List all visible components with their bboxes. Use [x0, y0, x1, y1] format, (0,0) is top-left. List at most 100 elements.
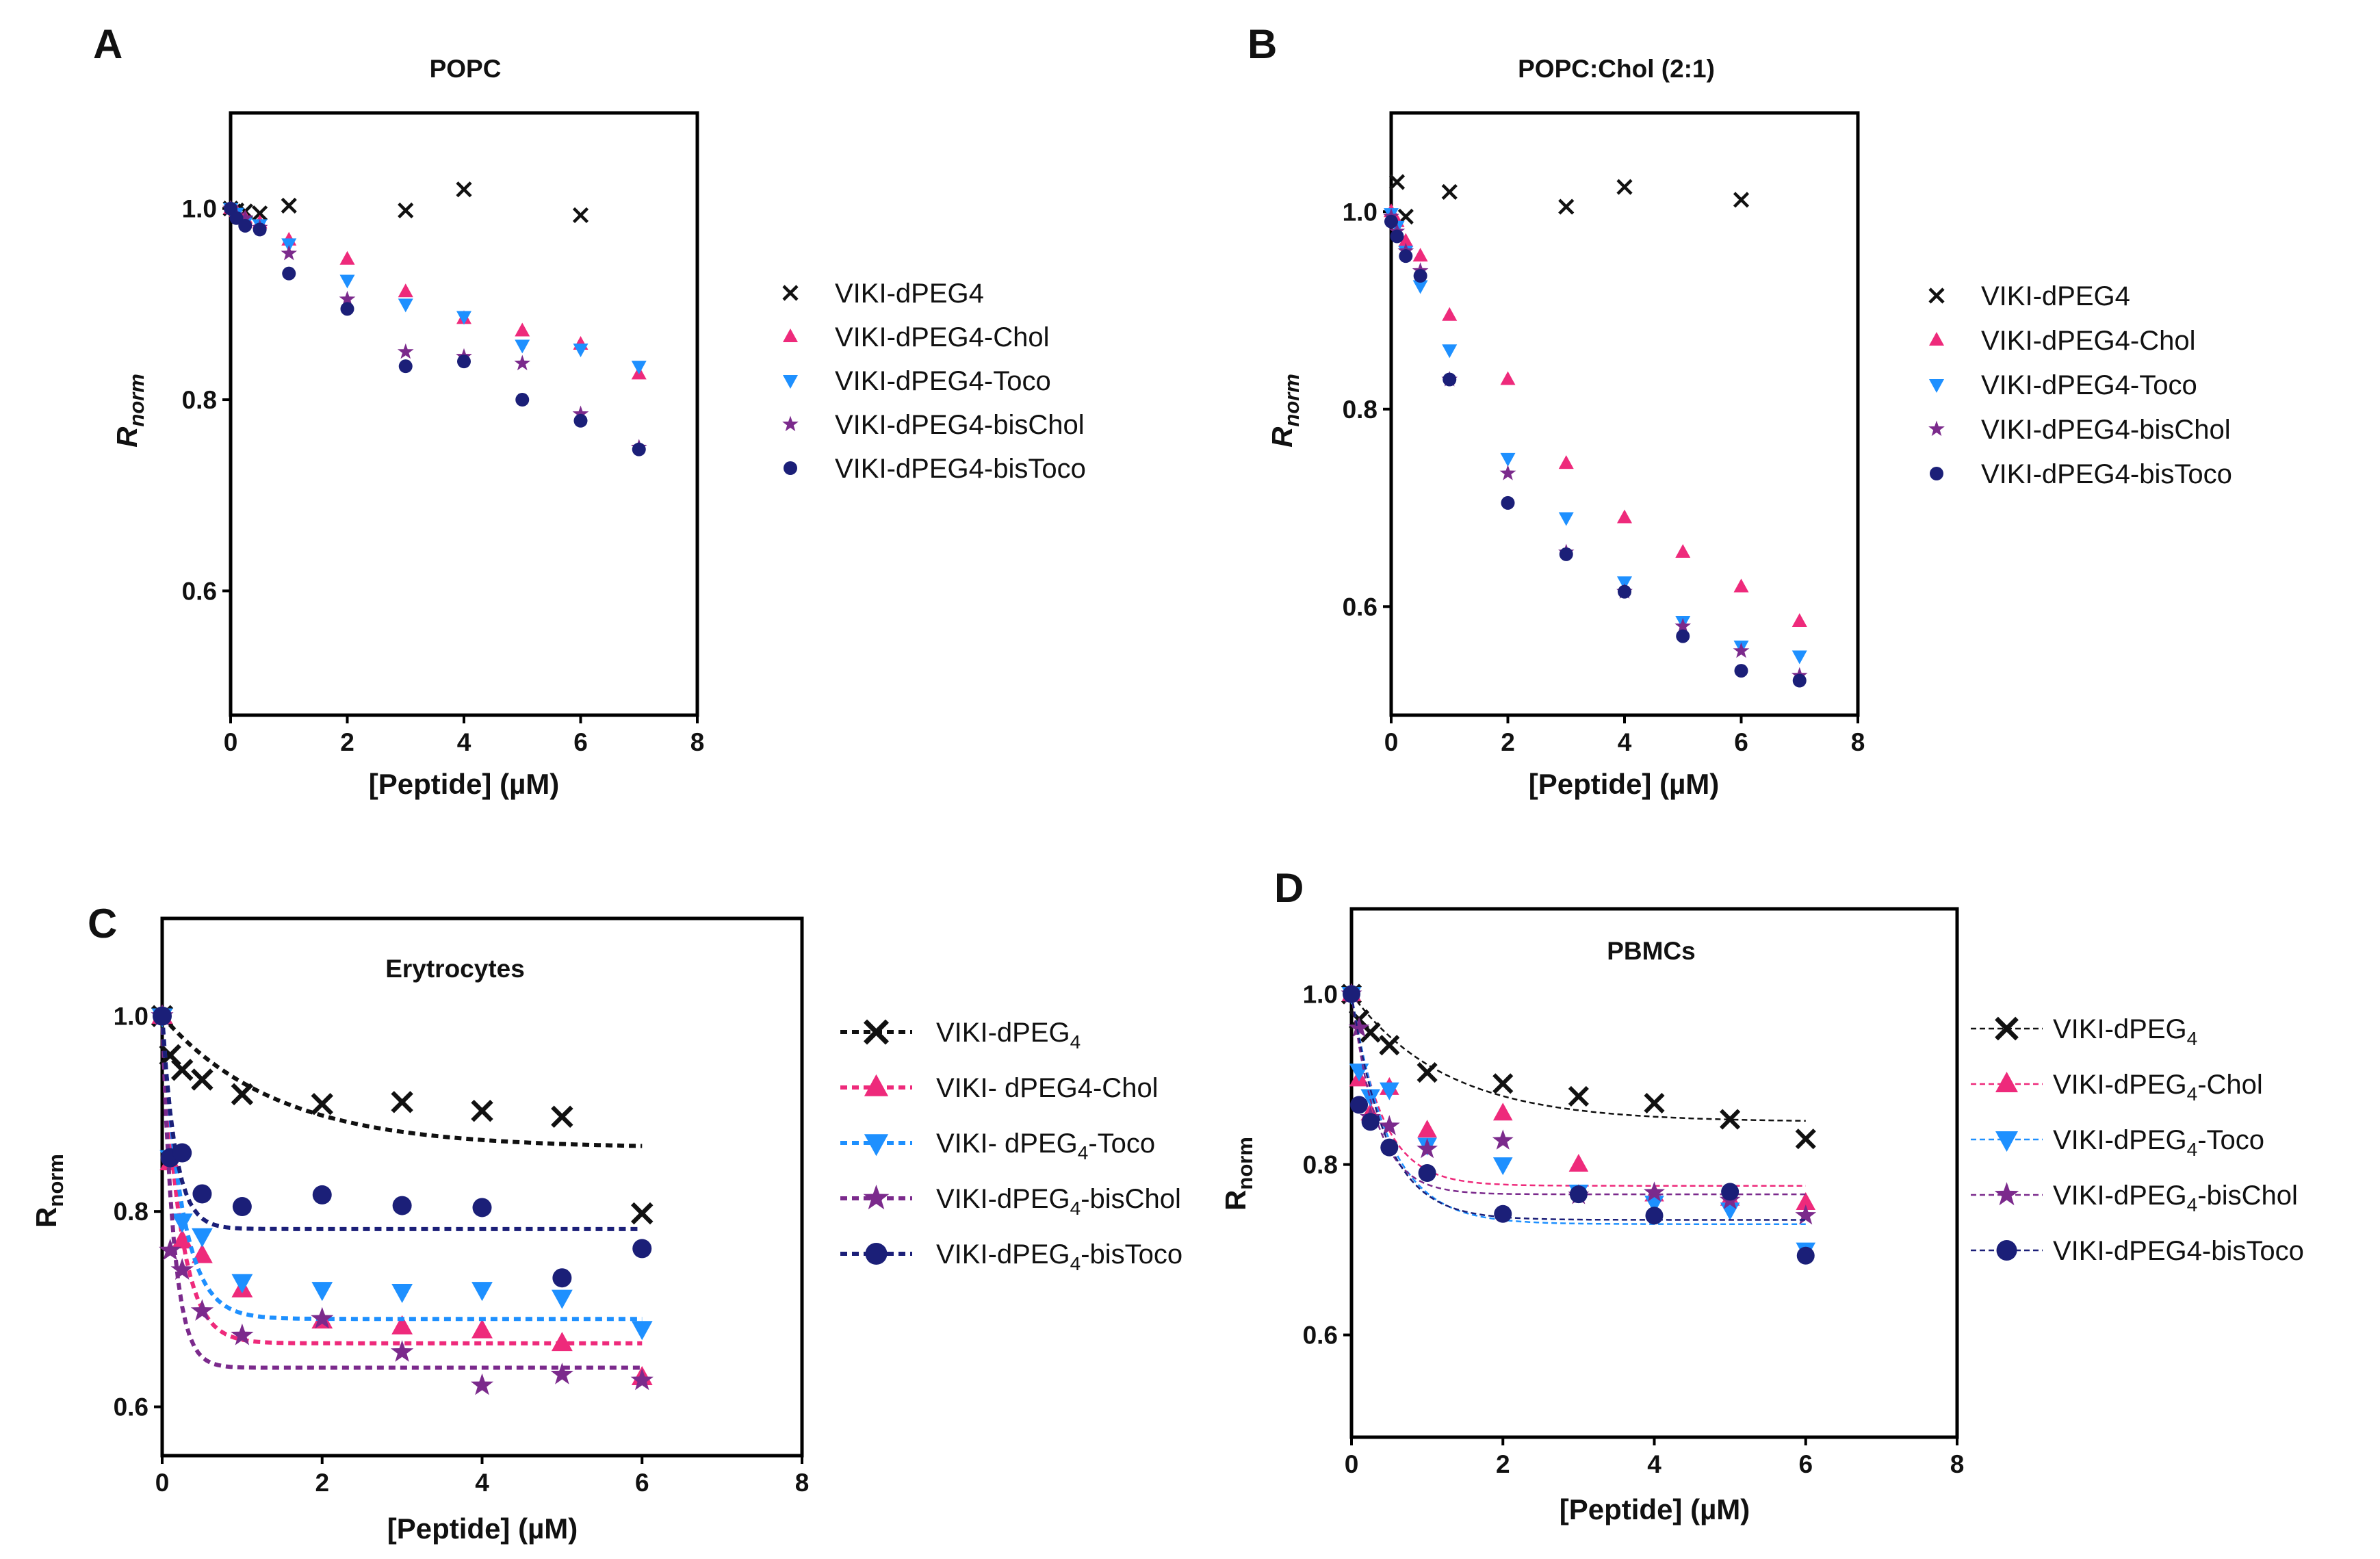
- data-point: [1492, 1157, 1513, 1176]
- fit-line: [160, 1016, 643, 1322]
- data-point: [1618, 584, 1631, 599]
- data-point: [1733, 192, 1750, 208]
- legend-item: VIKI-dPEG4-bisToco: [1971, 1236, 2304, 1266]
- data-point: [573, 413, 588, 428]
- y-tick-label: 0.8: [1303, 1151, 1338, 1179]
- data-point: [572, 207, 589, 224]
- data-point: [1499, 465, 1516, 480]
- x-tick-label: 4: [1647, 1450, 1661, 1478]
- y-axis-label-sub: norm: [44, 1154, 68, 1207]
- legend-item: VIKI-dPEG4-bisChol: [782, 410, 1085, 440]
- series-circle: [1343, 985, 1815, 1265]
- legend-item: VIKI-dPEG4-bisToco: [840, 1239, 1182, 1274]
- legend-item: VIKI-dPEG4-Chol: [1929, 326, 2195, 356]
- legend-marker: [1995, 1072, 2018, 1092]
- data-point: [631, 1202, 654, 1225]
- panel-a: A POPC 0 2 4 6 8 0.6 0.8 1.0 [Peptide] (µM) Rn…: [93, 21, 1086, 800]
- data-point: [1384, 214, 1398, 229]
- data-point: [1360, 1089, 1380, 1107]
- data-point: [398, 202, 414, 219]
- legend-label: VIKI-dPEG4-bisToco: [936, 1239, 1182, 1274]
- data-point: [339, 274, 355, 289]
- series-star: [1383, 208, 1808, 683]
- legend-marker: [784, 461, 797, 475]
- data-point: [311, 1092, 333, 1116]
- data-point: [1795, 1129, 1816, 1150]
- y-axis-label-main: R: [1266, 426, 1298, 448]
- data-point: [1645, 1207, 1664, 1225]
- data-point: [170, 1058, 194, 1081]
- data-point: [1398, 233, 1414, 247]
- x-tick-label: 4: [475, 1469, 489, 1497]
- legend-marker: [782, 415, 799, 432]
- data-point: [392, 1196, 412, 1215]
- legend-marker: [783, 375, 798, 389]
- data-point: [1494, 1204, 1512, 1223]
- data-point: [1733, 578, 1749, 593]
- data-point: [339, 250, 355, 265]
- data-point: [171, 1213, 193, 1233]
- y-ticks: 0.6 0.8 1.0: [1343, 198, 1391, 621]
- legend-marker: [1995, 1016, 2019, 1041]
- y-axis-label: Rnorm: [111, 374, 148, 448]
- data-point: [456, 311, 471, 325]
- series-circle: [224, 201, 646, 456]
- data-point: [471, 1099, 493, 1122]
- data-point: [551, 1332, 573, 1352]
- y-tick-label: 0.6: [114, 1393, 148, 1421]
- data-point: [1379, 1035, 1400, 1056]
- data-point: [281, 197, 297, 214]
- y-axis-label: Rnorm: [1266, 374, 1304, 448]
- legend-item: VIKI-dPEG4-Toco: [1971, 1125, 2264, 1160]
- data-point: [192, 1244, 213, 1263]
- legend-label: VIKI-dPEG4-Toco: [2053, 1125, 2264, 1160]
- x-tick-label: 4: [457, 728, 471, 756]
- legend-item: VIKI-dPEG4: [1928, 281, 2130, 311]
- data-point: [1720, 1109, 1741, 1130]
- data-point: [232, 1197, 252, 1217]
- data-point: [312, 1185, 332, 1204]
- series-x: [1388, 174, 1750, 225]
- data-point: [172, 1143, 192, 1163]
- fit-line: [160, 1016, 643, 1370]
- data-point: [192, 1228, 213, 1248]
- y-tick-label: 1.0: [114, 1003, 148, 1031]
- x-tick-label: 8: [1950, 1450, 1965, 1478]
- legend: VIKI-dPEG4 VIKI-dPEG4-Chol VIKI-dPEG4-Toco…: [782, 279, 1086, 484]
- legend-label: VIKI-dPEG4-Chol: [2053, 1070, 2263, 1105]
- y-axis-label-main: R: [111, 426, 143, 448]
- y-axis-label-main: R: [30, 1207, 62, 1228]
- legend-marker: [1928, 287, 1945, 304]
- data-point: [1616, 179, 1633, 195]
- x-ticks: 0 2 4 6 8: [155, 1456, 809, 1497]
- data-point: [1442, 344, 1458, 359]
- series-x: [1341, 983, 1816, 1150]
- fit-line: [160, 1014, 643, 1148]
- data-point: [1350, 1096, 1369, 1114]
- data-point: [1617, 509, 1632, 524]
- data-point: [397, 343, 414, 359]
- data-point: [552, 1268, 572, 1288]
- data-point: [1412, 248, 1428, 262]
- legend-item: VIKI-dPEG4: [782, 279, 984, 309]
- fit-line: [1350, 994, 1806, 1225]
- data-point: [1441, 183, 1458, 201]
- fit-line: [1350, 994, 1806, 1221]
- legend-item: VIKI-dPEG4-bisChol: [840, 1184, 1181, 1219]
- legend-label: VIKI-dPEG4-bisToco: [1981, 459, 2232, 489]
- plot-frame: [1349, 907, 1959, 1439]
- legend-item: VIKI-dPEG4: [1971, 1014, 2197, 1049]
- data-point: [1733, 642, 1750, 658]
- data-point: [391, 1284, 413, 1304]
- data-point: [632, 1239, 652, 1259]
- x-ticks: 0 2 4 6 8: [224, 715, 704, 756]
- y-tick-label: 0.8: [182, 386, 217, 414]
- data-point: [1795, 1204, 1817, 1225]
- data-point: [457, 355, 471, 369]
- data-point: [1721, 1183, 1739, 1201]
- data-point: [470, 1373, 494, 1395]
- data-point: [171, 1229, 193, 1249]
- series-circle: [1384, 214, 1807, 688]
- legend-marker: [1994, 1182, 2019, 1206]
- x-tick-label: 2: [315, 1469, 329, 1497]
